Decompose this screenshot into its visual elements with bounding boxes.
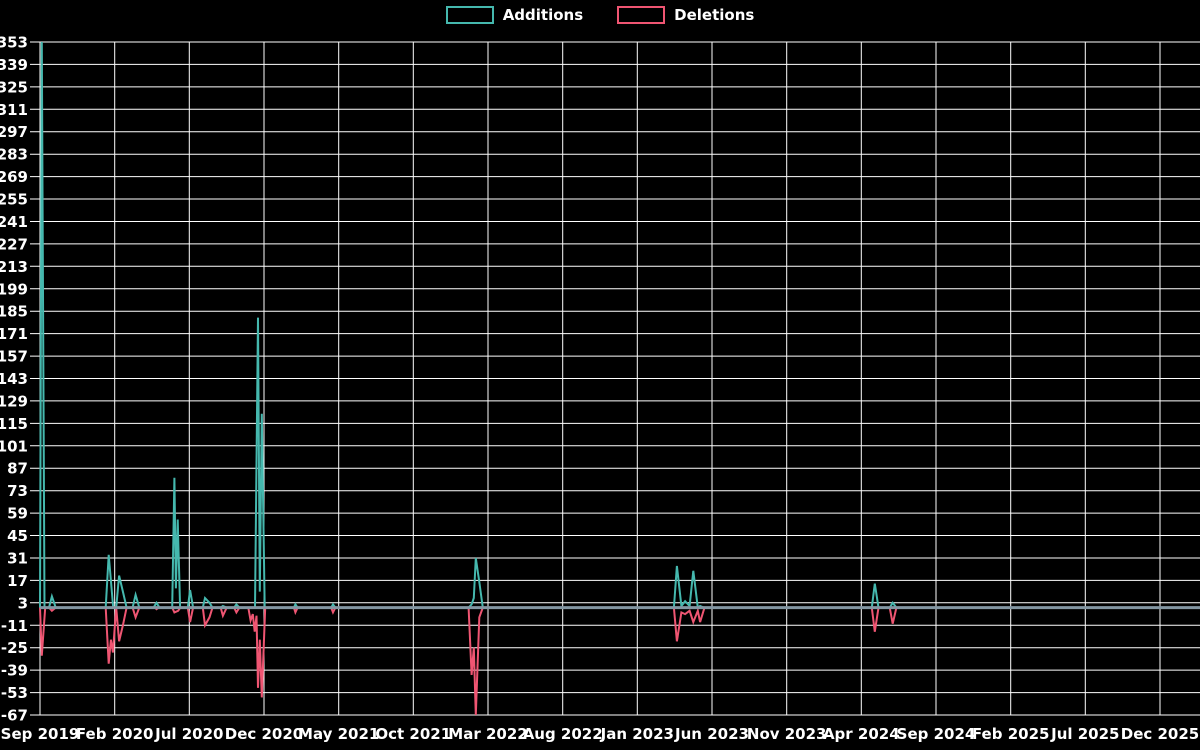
deletions-line — [39, 606, 1200, 716]
y-tick-label: -53 — [1, 684, 28, 702]
x-tick-label: Jun 2023 — [674, 725, 749, 743]
y-tick-label: 185 — [0, 303, 28, 321]
y-tick-label: -11 — [1, 617, 28, 635]
y-tick-label: 339 — [0, 56, 28, 74]
y-tick-label: 199 — [0, 280, 28, 298]
y-tick-label: -39 — [1, 662, 28, 680]
x-tick-label: Aug 2022 — [523, 725, 603, 743]
deletions-swatch — [617, 6, 666, 24]
y-tick-label: 45 — [7, 527, 28, 545]
y-tick-label: 353 — [0, 34, 28, 52]
deletions-legend-label: Deletions — [674, 6, 755, 24]
y-tick-label: 227 — [0, 235, 28, 253]
y-tick-label: 59 — [7, 505, 28, 523]
x-tick-label: Jul 2020 — [154, 725, 223, 743]
x-tick-label: May 2021 — [298, 725, 379, 743]
y-tick-label: 87 — [7, 460, 28, 478]
x-tick-label: Oct 2021 — [375, 725, 451, 743]
y-tick-label: 297 — [0, 123, 28, 141]
x-tick-label: Mar 2022 — [448, 725, 527, 743]
y-tick-label: 171 — [0, 325, 28, 343]
y-tick-label: 115 — [0, 415, 28, 433]
y-tick-label: 3 — [18, 594, 28, 612]
y-tick-label: 283 — [0, 146, 28, 164]
y-tick-label: 325 — [0, 78, 28, 96]
legend-item-additions[interactable]: Additions — [445, 6, 584, 24]
x-tick-label: Feb 2025 — [972, 725, 1050, 743]
x-tick-label: Feb 2020 — [76, 725, 154, 743]
y-tick-label: 73 — [7, 482, 28, 500]
additions-line — [39, 41, 1200, 610]
x-tick-label: Jan 2023 — [600, 725, 674, 743]
y-tick-label: -25 — [1, 639, 28, 657]
x-tick-label: Sep 2024 — [897, 725, 976, 743]
y-tick-label: -67 — [1, 707, 28, 725]
x-tick-label: Apr 2024 — [823, 725, 900, 743]
y-tick-label: 129 — [0, 392, 28, 410]
y-tick-label: 213 — [0, 258, 28, 276]
x-tick-label: Dec 2020 — [225, 725, 304, 743]
y-tick-label: 143 — [0, 370, 28, 388]
y-tick-label: 101 — [0, 437, 28, 455]
y-tick-label: 255 — [0, 191, 28, 209]
y-tick-label: 157 — [0, 348, 28, 366]
y-tick-label: 269 — [0, 168, 28, 186]
x-tick-label: Sep 2019 — [1, 725, 80, 743]
x-tick-label: Nov 2023 — [747, 725, 827, 743]
y-tick-label: 31 — [7, 550, 28, 568]
x-tick-label: Dec 2025 — [1121, 725, 1200, 743]
y-tick-label: 241 — [0, 213, 28, 231]
y-tick-label: 17 — [7, 572, 28, 590]
chart-legend: Additions Deletions — [0, 6, 1200, 24]
additions-swatch — [445, 6, 494, 24]
legend-item-deletions[interactable]: Deletions — [617, 6, 754, 24]
x-tick-label: Jul 2025 — [1050, 725, 1119, 743]
additions-legend-label: Additions — [502, 6, 584, 24]
y-tick-label: 311 — [0, 101, 28, 119]
